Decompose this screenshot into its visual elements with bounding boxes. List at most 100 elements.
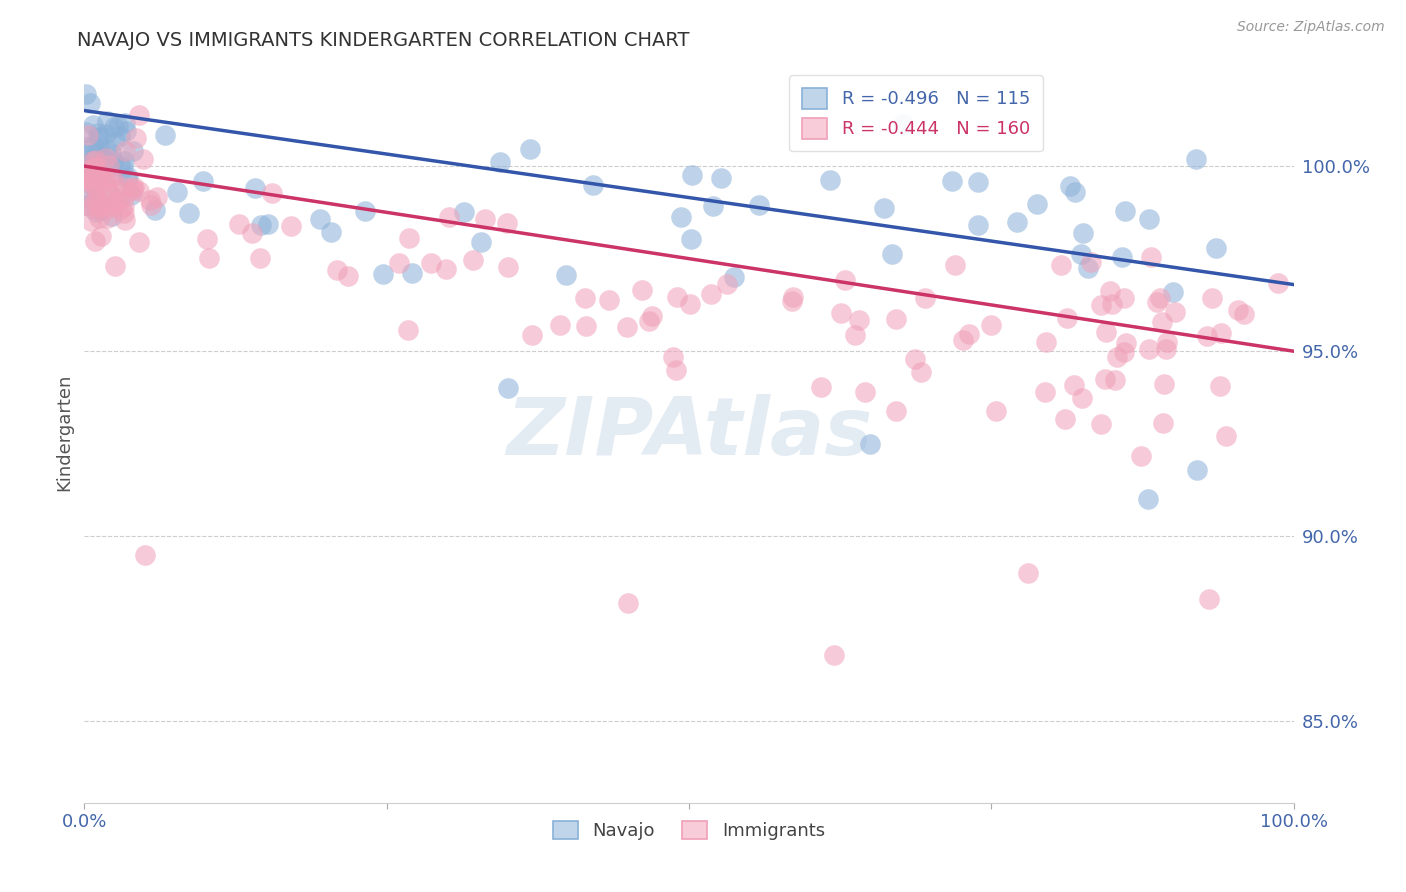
Point [84,204,107,219]
Point [574,291,596,305]
Point [195,232,218,246]
Point [1149,291,1171,305]
Point [966,175,988,189]
Point [782,294,804,309]
Point [90,149,112,163]
Point [1056,311,1078,326]
Point [681,169,703,183]
Point [1070,246,1092,260]
Point [519,142,541,156]
Point [1070,391,1092,405]
Point [1137,212,1160,227]
Point [94,153,117,167]
Point [325,262,347,277]
Point [1146,295,1168,310]
Point [117,169,139,184]
Point [1114,203,1136,218]
Point [1185,152,1208,166]
Point [87,202,110,216]
Point [1153,377,1175,392]
Point [1156,342,1178,356]
Point [101,146,124,161]
Point [75,125,97,139]
Point [336,269,359,284]
Point [1017,566,1039,581]
Point [143,202,166,217]
Point [82,139,104,153]
Point [80,214,103,228]
Point [101,188,124,202]
Point [79,191,101,205]
Point [103,153,125,168]
Point [76,162,98,177]
Point [107,119,129,133]
Point [1111,250,1133,264]
Point [86,194,108,209]
Point [121,181,143,195]
Point [114,180,136,194]
Point [107,182,129,196]
Point [834,273,856,287]
Point [662,350,685,364]
Point [748,198,770,212]
Point [575,318,598,333]
Point [398,231,420,245]
Point [93,197,115,211]
Point [96,179,118,194]
Point [90,178,112,192]
Point [1195,329,1218,343]
Point [914,291,936,305]
Point [82,178,104,193]
Point [108,159,131,173]
Point [1205,241,1227,255]
Point [1164,304,1187,318]
Point [112,189,135,203]
Point [1112,345,1135,359]
Point [87,211,110,226]
Point [243,181,266,195]
Point [89,171,111,186]
Point [1226,302,1249,317]
Point [128,185,150,199]
Point [1035,384,1057,399]
Point [957,327,980,342]
Point [941,174,963,188]
Point [90,130,112,145]
Point [782,290,804,304]
Point [90,229,112,244]
Point [98,171,121,186]
Point [1071,226,1094,240]
Point [401,266,423,280]
Point [952,333,974,347]
Point [434,262,457,277]
Point [1005,215,1028,229]
Point [131,152,153,166]
Point [818,172,841,186]
Point [76,172,98,186]
Point [1063,378,1085,392]
Point [1063,185,1085,199]
Point [1025,196,1047,211]
Point [859,436,882,450]
Point [114,124,136,138]
Point [128,235,150,250]
Point [94,127,117,141]
Point [1077,260,1099,275]
Point [249,251,271,265]
Point [77,128,100,143]
Point [114,144,136,158]
Point [387,256,409,270]
Point [112,206,135,220]
Point [848,313,870,327]
Point [638,314,661,328]
Point [114,116,136,130]
Legend: Navajo, Immigrants: Navajo, Immigrants [546,814,832,847]
Point [1209,326,1232,341]
Point [810,379,832,393]
Point [103,134,125,148]
Point [520,328,543,343]
Point [681,232,703,246]
Point [82,165,104,179]
Point [710,170,733,185]
Point [77,178,100,193]
